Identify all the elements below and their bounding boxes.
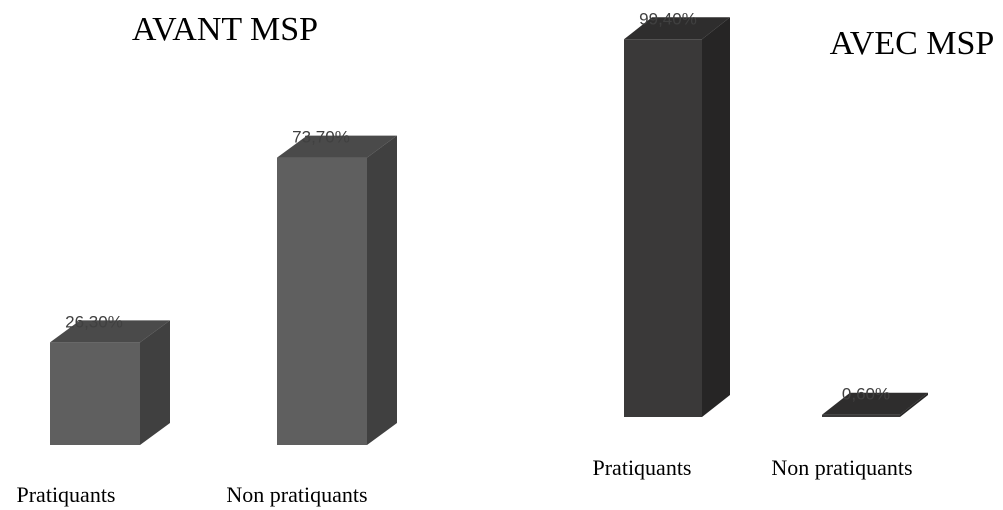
bar-non-pratiquants-0: [277, 135, 397, 445]
chart-title-avec-msp: AVEC MSP: [830, 25, 995, 62]
chart-avant-msp: AVANT MSP 26,30% 73,70% Pratiquants Non p…: [17, 11, 397, 507]
bar-non-pratiquants-0-side: [367, 135, 397, 445]
value-label-non-pratiquants-0: 73,70%: [292, 128, 350, 147]
bars-avant-msp: 26,30% 73,70%: [50, 128, 397, 445]
bar-pratiquants-0-top: [50, 320, 170, 343]
bar-pratiquants-0-front: [50, 342, 140, 445]
bar-pratiquants-1-side: [702, 17, 730, 418]
category-label-non-pratiquants-avec: Non pratiquants: [771, 455, 912, 480]
bars-avec-msp: 99,40% 0,60%: [624, 9, 928, 418]
chart-title-avant-msp: AVANT MSP: [132, 11, 318, 48]
value-label-non-pratiquants-1: 0,60%: [842, 385, 890, 404]
bar-pratiquants-0-side: [140, 320, 170, 445]
bar-non-pratiquants-0-top: [277, 135, 397, 158]
category-label-non-pratiquants-avant: Non pratiquants: [226, 482, 367, 507]
bar-pratiquants-1: [624, 17, 730, 418]
bar-non-pratiquants-1-side: [900, 392, 928, 417]
bar-non-pratiquants-0-front: [277, 157, 367, 445]
bar-pratiquants-1-top: [624, 17, 730, 40]
chart-avec-msp: AVEC MSP 99,40% 0,60% Pratiquants Non pra…: [593, 9, 995, 480]
category-label-pratiquants-avec: Pratiquants: [593, 455, 692, 480]
bar-non-pratiquants-1-top: [822, 392, 928, 415]
bar-non-pratiquants-1: [822, 392, 928, 417]
bar-pratiquants-1-front: [624, 39, 702, 417]
category-label-pratiquants-avant: Pratiquants: [17, 482, 116, 507]
bar-pratiquants-0: [50, 320, 170, 445]
value-label-pratiquants-1: 99,40%: [639, 9, 697, 28]
value-label-pratiquants-0: 26,30%: [65, 312, 123, 331]
bar-non-pratiquants-1-front: [822, 414, 900, 417]
